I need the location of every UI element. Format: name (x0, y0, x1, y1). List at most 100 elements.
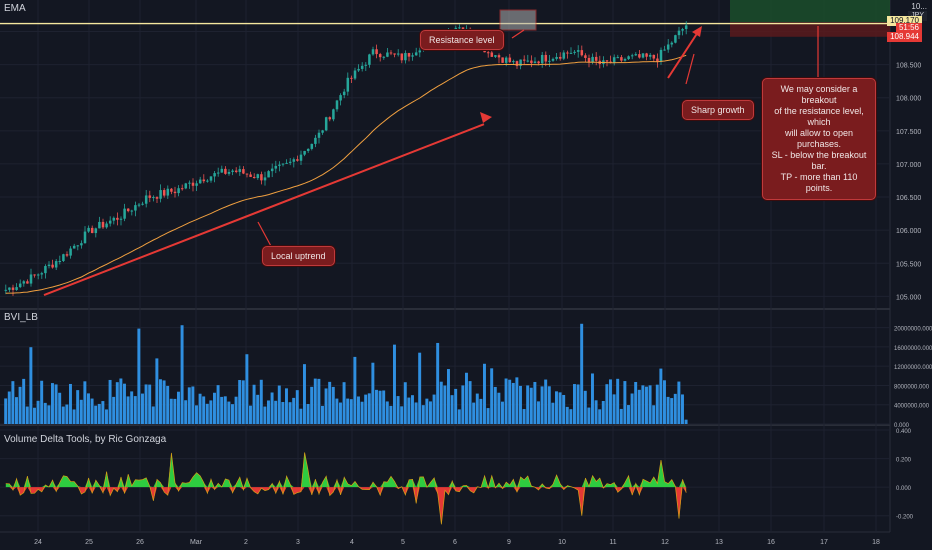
candle-body (677, 30, 681, 36)
volume-bar (285, 388, 288, 424)
candle-body (332, 109, 335, 120)
y-tick-label: 105.500 (896, 261, 921, 268)
stop-loss-zone (730, 22, 890, 37)
candle-body (76, 245, 80, 247)
volume-bar (4, 398, 8, 424)
candle-body (497, 55, 501, 58)
candle-body (357, 68, 360, 71)
volume-bar (547, 386, 551, 424)
candle-body (306, 148, 310, 151)
candle-body (519, 59, 522, 66)
volume-bar (151, 406, 155, 424)
candle-body (116, 217, 119, 220)
candle-body (83, 231, 87, 244)
volume-bar (519, 385, 522, 424)
y-tick-label: -0.200 (896, 515, 914, 521)
volume-bar (18, 386, 22, 424)
candle-body (346, 77, 350, 92)
volume-bar (177, 391, 180, 424)
candle-body (558, 56, 562, 59)
candle-body (587, 57, 591, 63)
candle-body (227, 171, 231, 174)
candle-body (458, 27, 461, 29)
candle-body (22, 281, 26, 284)
candle-body (231, 170, 234, 172)
volume-bar (627, 405, 630, 424)
volume-bar (166, 385, 170, 424)
candle-body (141, 203, 144, 205)
candle-body (296, 159, 299, 161)
candle-body (69, 248, 72, 256)
candle-body (386, 52, 389, 57)
volume-bar (11, 381, 15, 424)
candle-body (609, 61, 612, 63)
volume-bar (263, 406, 267, 424)
candle-body (508, 57, 512, 63)
candle-body (627, 56, 630, 60)
volume-bar (533, 381, 537, 424)
volume-bar (324, 388, 328, 424)
candle-body (364, 64, 368, 66)
candle-body (137, 204, 141, 206)
candle-body (501, 57, 504, 63)
candle-body (18, 283, 22, 288)
resistance-highlight-box (499, 9, 537, 31)
candle-body (371, 49, 375, 55)
candle-body (11, 287, 15, 290)
x-tick-label: 17 (820, 539, 828, 546)
volume-bar (299, 408, 303, 424)
candle-body (98, 221, 101, 229)
candle-body (256, 174, 260, 179)
candle-body (648, 54, 652, 57)
x-tick-label: 26 (136, 539, 144, 546)
y-tick-label: 108.500 (896, 63, 921, 70)
volume-bar (479, 398, 483, 424)
candle-body (166, 188, 170, 196)
candle-body (342, 91, 346, 96)
uptrend-arrowhead (480, 112, 492, 123)
candle-body (623, 59, 627, 61)
candle-body (148, 195, 152, 198)
volume-bar (51, 383, 54, 424)
volume-bar (277, 385, 281, 424)
volume-bar (421, 405, 425, 424)
candle-body (317, 132, 321, 138)
candle-body (666, 44, 670, 50)
y-tick-label: 8000000.000 (894, 384, 930, 390)
volume-bar (580, 323, 584, 424)
candle-body (87, 227, 90, 232)
volume-bar (418, 352, 422, 424)
candle-body (54, 261, 58, 268)
volume-bar (72, 409, 76, 424)
volume-bar (101, 401, 105, 424)
x-tick-label: 12 (661, 539, 669, 546)
candle-body (670, 42, 674, 45)
y-tick-label: 0.200 (896, 458, 912, 464)
candle-body (551, 58, 555, 61)
candle-body (152, 197, 155, 199)
volume-bar (40, 380, 44, 424)
volume-bar (450, 395, 454, 424)
candle-body (684, 25, 688, 30)
volume-bar (58, 392, 62, 424)
ema-line (5, 54, 687, 294)
volume-bar (65, 404, 69, 424)
volume-bar (346, 398, 350, 424)
volume-bar (195, 405, 198, 424)
candle-body (173, 191, 177, 194)
volume-bar (587, 407, 591, 424)
candle-body (216, 172, 220, 174)
candle-body (134, 205, 137, 211)
volume-bar (645, 386, 648, 424)
volume-bar (180, 325, 184, 424)
candle-body (288, 161, 292, 163)
candle-body (400, 53, 404, 61)
volume-bar (184, 400, 188, 424)
x-tick-label: 9 (507, 539, 511, 546)
volume-bar (583, 390, 587, 424)
candle-body (62, 254, 65, 261)
volume-bar (313, 378, 317, 424)
volume-bar (87, 393, 90, 424)
candle-body (652, 54, 656, 59)
candle-body (533, 61, 537, 64)
